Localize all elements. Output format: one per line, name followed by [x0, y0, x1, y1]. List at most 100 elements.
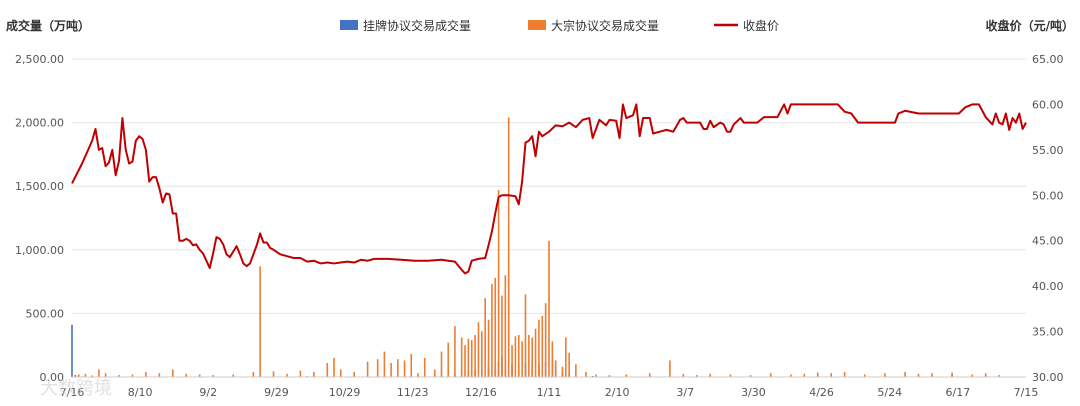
block-volume-bar	[376, 359, 379, 377]
block-volume-bar	[517, 335, 520, 377]
x-tick-label: 8/10	[128, 386, 153, 399]
block-volume-bar	[585, 371, 587, 377]
block-volume-bar	[984, 373, 987, 377]
legend-item-block[interactable]: 大宗协议交易成交量	[528, 18, 659, 33]
x-tick-label: 2/10	[605, 386, 630, 399]
x-tick-label: 9/29	[264, 386, 289, 399]
right-tick-label: 45.00	[1032, 235, 1064, 248]
block-volume-bar	[272, 371, 275, 377]
block-volume-bar	[548, 240, 550, 377]
block-volume-bar	[484, 298, 486, 377]
block-volume-bar	[158, 373, 161, 377]
block-volume-bar	[551, 341, 554, 377]
block-volume-bar	[608, 375, 611, 377]
block-volume-bar	[669, 360, 671, 377]
block-volume-bar	[77, 374, 80, 377]
block-volume-bar	[514, 336, 517, 377]
block-volume-bar	[286, 373, 288, 377]
bar-series	[71, 117, 1000, 378]
block-volume-bar	[84, 373, 87, 377]
block-volume-bar	[648, 373, 651, 377]
right-tick-label: 65.00	[1032, 53, 1064, 66]
block-volume-bar	[252, 371, 255, 377]
axes: 0.00 500.00 1,000.00 1,500.00 2,000.00 2,500.…	[15, 53, 1063, 399]
right-tick-label: 30.00	[1032, 371, 1064, 384]
right-tick-label: 55.00	[1032, 144, 1064, 157]
block-volume-bar	[212, 375, 214, 377]
x-tick-label: 3/30	[741, 386, 766, 399]
listed-volume-bar	[591, 375, 594, 377]
block-volume-bar	[682, 373, 685, 377]
block-volume-bar	[884, 373, 886, 377]
block-volume-bar	[390, 363, 392, 377]
block-volume-bar	[830, 373, 832, 377]
block-volume-bar	[568, 352, 570, 377]
block-volume-bar	[259, 266, 261, 377]
block-volume-bar	[951, 372, 953, 377]
block-volume-bar	[544, 303, 547, 377]
left-tick-label: 1,500.00	[15, 180, 64, 193]
block-volume-bar	[541, 315, 544, 377]
legend-item-listed[interactable]: 挂牌协议交易成交量	[340, 18, 471, 33]
block-volume-bar	[71, 375, 73, 377]
legend-swatch-listed	[340, 20, 358, 30]
block-volume-bar	[467, 338, 470, 377]
block-volume-bar	[410, 354, 413, 377]
right-axis-title: 收盘价（元/吨）	[986, 18, 1074, 33]
block-volume-bar	[696, 375, 698, 377]
block-volume-bar	[497, 190, 500, 377]
right-tick-label: 60.00	[1032, 98, 1064, 111]
left-axis-title: 成交量（万吨）	[6, 18, 90, 33]
block-volume-bar	[474, 335, 476, 377]
block-volume-bar	[521, 341, 523, 377]
block-volume-bar	[417, 373, 419, 377]
block-volume-bar	[198, 374, 201, 377]
block-volume-bar	[366, 361, 369, 377]
block-volume-bar	[561, 366, 564, 377]
legend-item-close[interactable]: 收盘价	[714, 18, 779, 33]
block-volume-bar	[313, 371, 315, 377]
block-volume-bar	[447, 342, 450, 377]
block-volume-bar	[98, 369, 100, 377]
legend-label-block: 大宗协议交易成交量	[551, 18, 659, 33]
block-volume-bar	[790, 374, 792, 377]
listed-volume-bar	[74, 375, 77, 377]
x-tick-label: 12/16	[465, 386, 497, 399]
block-volume-bar	[487, 319, 490, 377]
block-volume-bar	[504, 275, 507, 377]
block-volume-bar	[433, 369, 436, 377]
block-volume-bar	[998, 375, 1000, 377]
block-volume-bar	[803, 373, 806, 377]
block-volume-bar	[816, 372, 819, 377]
watermark-text: 大数跨境	[40, 378, 112, 399]
block-volume-bar	[91, 375, 93, 377]
block-volume-bar	[299, 370, 302, 377]
right-tick-label: 50.00	[1032, 189, 1064, 202]
x-tick-label: 5/24	[877, 386, 902, 399]
x-tick-label: 3/7	[676, 386, 694, 399]
block-volume-bar	[554, 360, 557, 377]
block-volume-bar	[769, 373, 772, 377]
block-volume-bar	[454, 326, 456, 377]
block-volume-bar	[501, 295, 503, 377]
block-volume-bar	[534, 328, 537, 377]
block-volume-bar	[931, 373, 933, 377]
block-volume-bar	[232, 374, 235, 377]
x-tick-label: 11/23	[397, 386, 429, 399]
block-volume-bar	[403, 360, 406, 377]
block-volume-bar	[440, 351, 443, 377]
block-volume-bar	[917, 373, 920, 377]
block-volume-bar	[904, 371, 906, 377]
block-volume-bar	[118, 375, 120, 377]
legend-label-close: 收盘价	[743, 18, 779, 33]
block-volume-bar	[511, 345, 513, 377]
block-volume-bar	[507, 117, 510, 377]
block-volume-bar	[843, 371, 846, 377]
legend: 挂牌协议交易成交量 大宗协议交易成交量 收盘价	[340, 18, 779, 33]
x-tick-label: 7/15	[1014, 386, 1039, 399]
block-volume-bar	[131, 374, 134, 377]
right-tick-label: 35.00	[1032, 326, 1064, 339]
block-volume-bar	[494, 277, 497, 377]
block-volume-bar	[464, 345, 466, 377]
